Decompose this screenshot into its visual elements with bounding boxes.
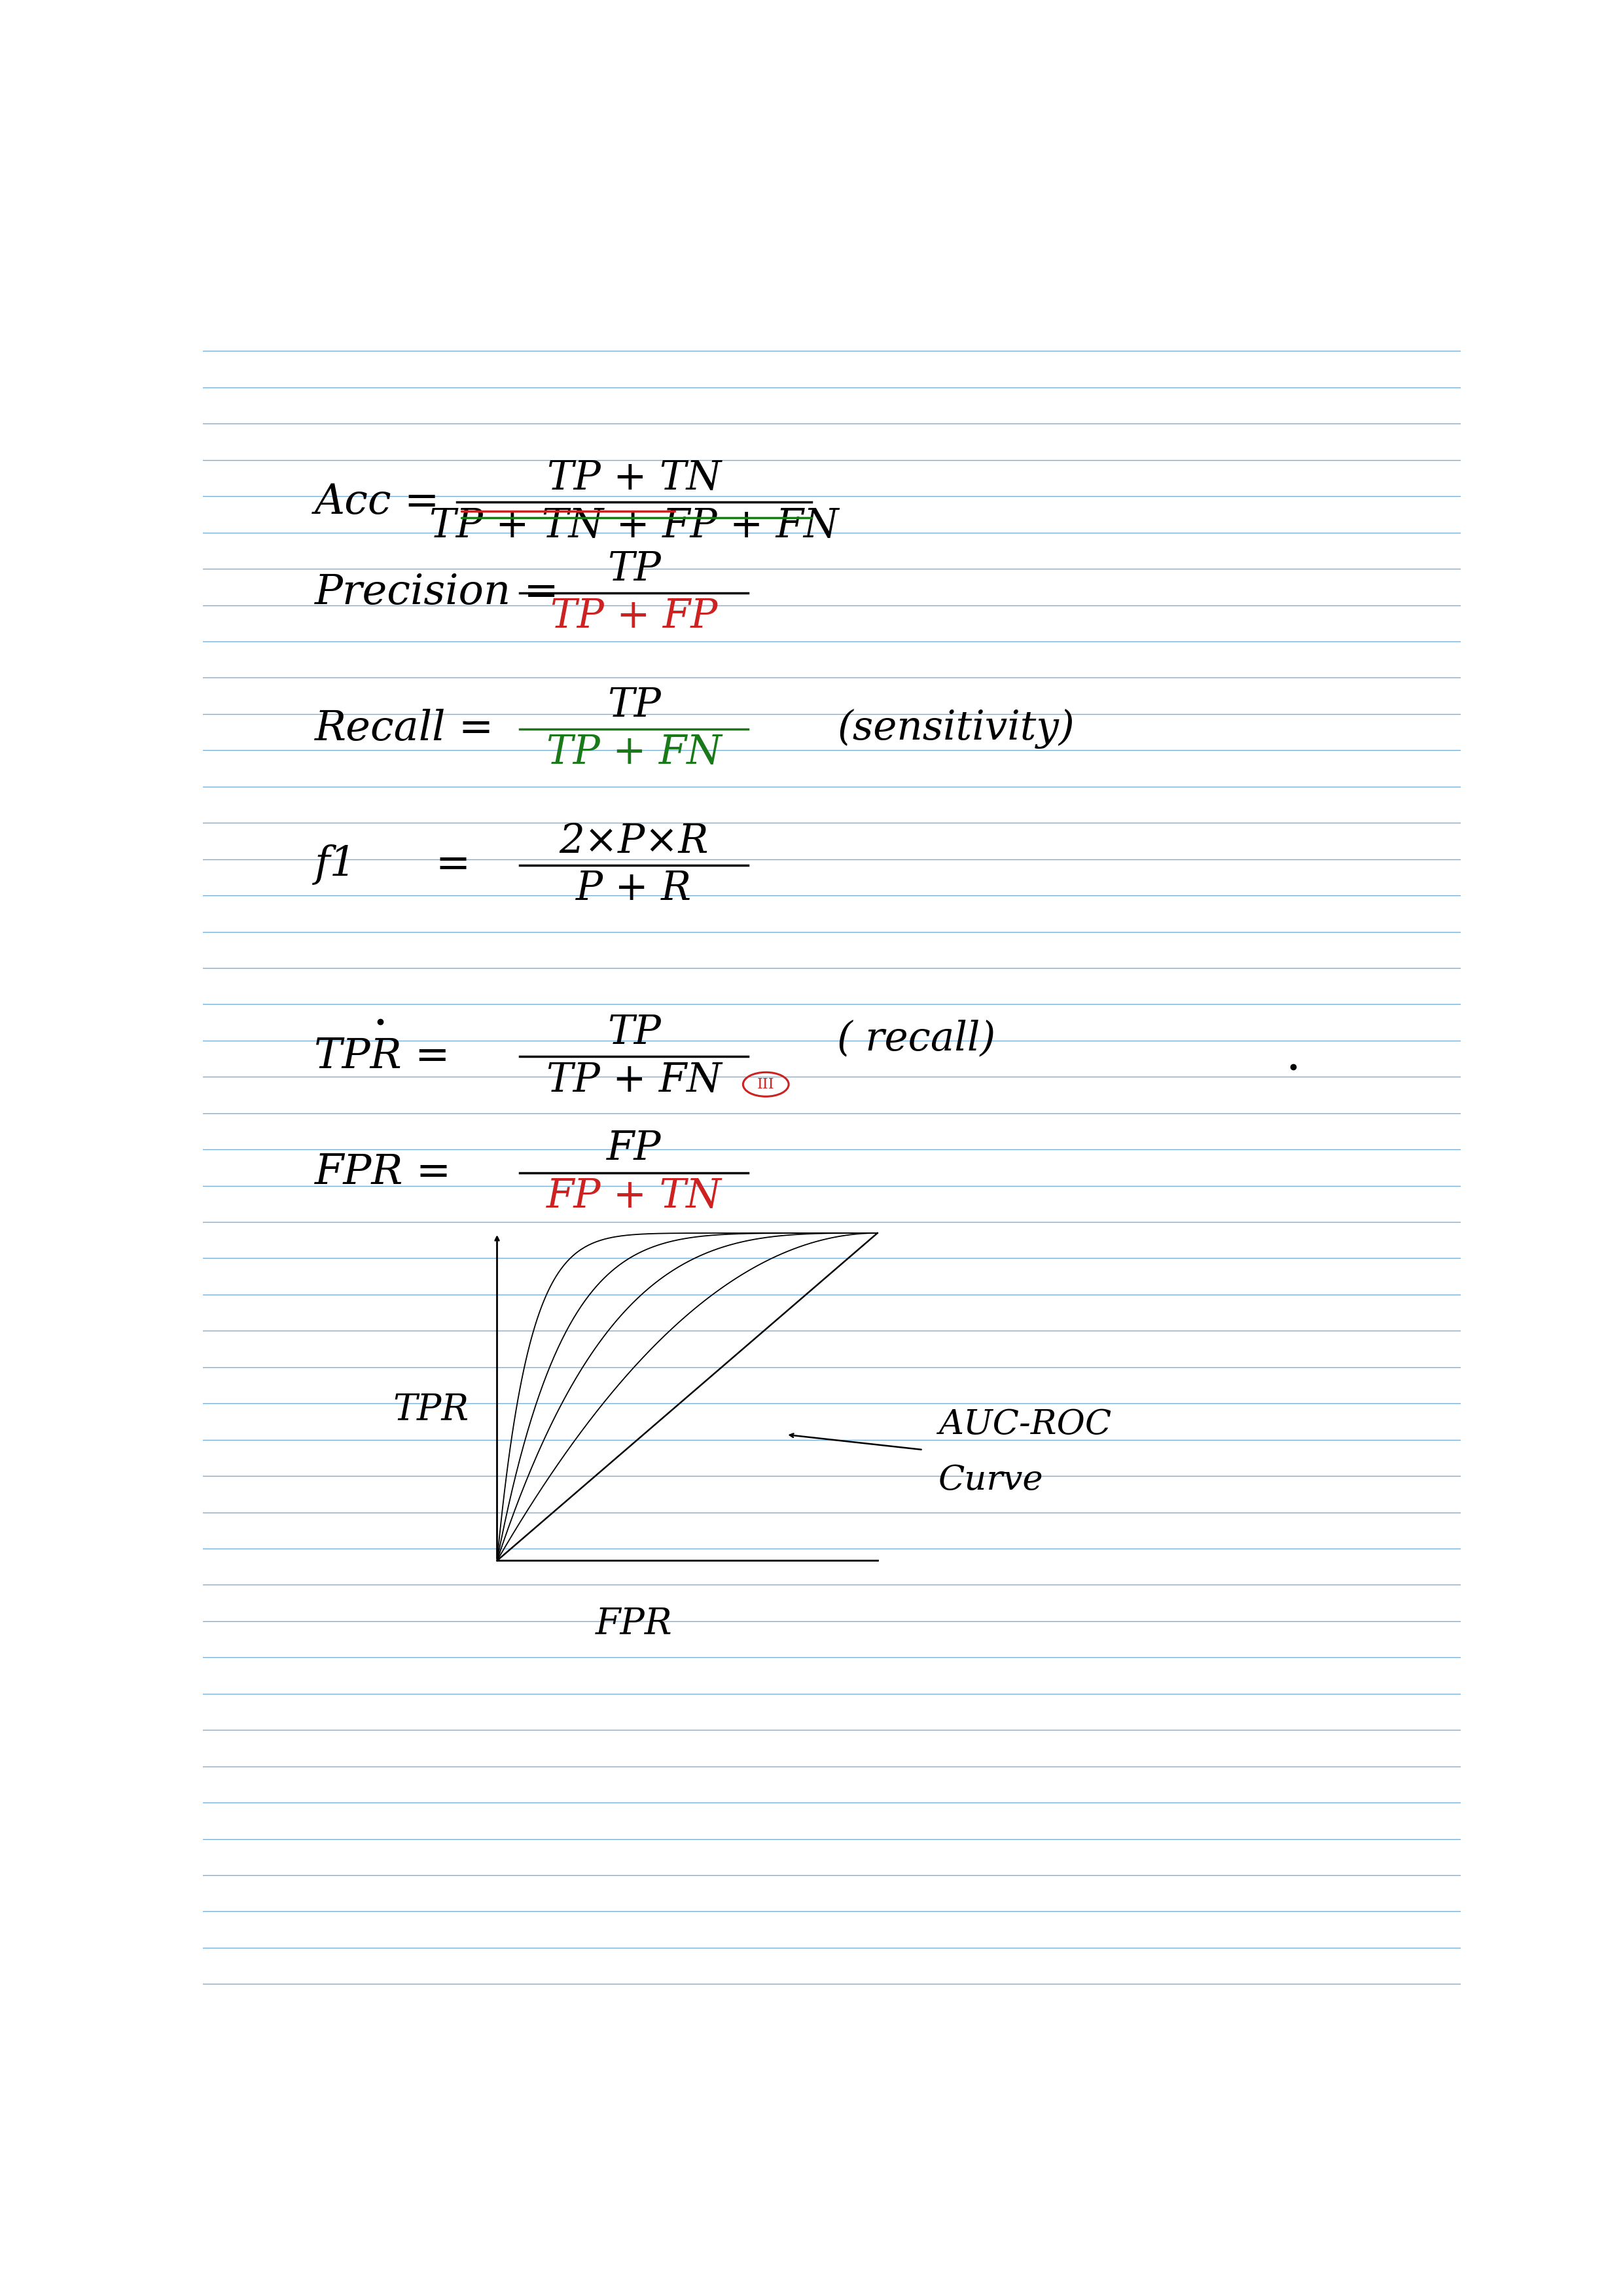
Text: FPR: FPR: [596, 1605, 672, 1642]
Text: III: III: [758, 1077, 774, 1091]
Text: f1      =: f1 =: [315, 845, 471, 886]
Text: FPR =: FPR =: [315, 1153, 451, 1192]
Text: Precision =: Precision =: [315, 574, 560, 613]
Text: TP + FN: TP + FN: [547, 1061, 722, 1100]
Text: P + R: P + R: [576, 870, 691, 909]
Text: Acc =: Acc =: [315, 482, 440, 523]
Text: Curve: Curve: [938, 1463, 1044, 1497]
Text: ( recall): ( recall): [837, 1019, 995, 1058]
Text: FP + TN: FP + TN: [547, 1176, 722, 1217]
Text: TP + FP: TP + FP: [550, 597, 717, 636]
Text: AUC-ROC: AUC-ROC: [938, 1407, 1112, 1442]
Text: TP + FN: TP + FN: [547, 732, 722, 771]
Text: TP + TN + FP + FN: TP + TN + FP + FN: [430, 507, 839, 546]
Text: Recall =: Recall =: [315, 709, 493, 748]
Text: 2×P×R: 2×P×R: [560, 822, 709, 861]
Text: FP: FP: [607, 1130, 661, 1169]
Text: TP: TP: [607, 687, 661, 726]
Text: TPR: TPR: [393, 1391, 469, 1428]
Text: TP: TP: [607, 549, 661, 590]
Text: (sensitivity): (sensitivity): [837, 709, 1074, 748]
Text: TP: TP: [607, 1013, 661, 1052]
Text: TP + TN: TP + TN: [547, 459, 721, 498]
Text: TPR =: TPR =: [315, 1035, 450, 1077]
